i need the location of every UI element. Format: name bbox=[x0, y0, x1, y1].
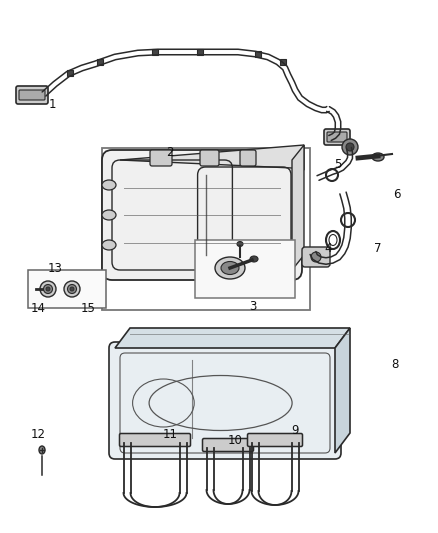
Text: 2: 2 bbox=[166, 147, 174, 159]
FancyBboxPatch shape bbox=[102, 150, 302, 280]
Polygon shape bbox=[120, 145, 304, 170]
Text: 8: 8 bbox=[391, 359, 399, 372]
Ellipse shape bbox=[64, 281, 80, 297]
Text: 7: 7 bbox=[374, 241, 382, 254]
Ellipse shape bbox=[70, 287, 74, 291]
Ellipse shape bbox=[43, 285, 53, 294]
Text: 3: 3 bbox=[249, 300, 257, 312]
Bar bbox=[102, 148, 310, 310]
Ellipse shape bbox=[102, 240, 116, 250]
Text: 11: 11 bbox=[162, 429, 177, 441]
Ellipse shape bbox=[102, 210, 116, 220]
FancyBboxPatch shape bbox=[240, 150, 256, 166]
Text: 10: 10 bbox=[228, 433, 243, 447]
FancyBboxPatch shape bbox=[120, 433, 191, 447]
FancyBboxPatch shape bbox=[327, 132, 347, 142]
Text: 5: 5 bbox=[334, 158, 342, 172]
Text: 4: 4 bbox=[324, 241, 332, 254]
Ellipse shape bbox=[46, 287, 50, 291]
FancyBboxPatch shape bbox=[19, 90, 45, 100]
FancyBboxPatch shape bbox=[16, 86, 48, 104]
FancyBboxPatch shape bbox=[324, 129, 350, 145]
FancyBboxPatch shape bbox=[302, 247, 330, 267]
Text: 15: 15 bbox=[81, 302, 95, 314]
Ellipse shape bbox=[232, 271, 244, 279]
FancyBboxPatch shape bbox=[150, 150, 172, 166]
Polygon shape bbox=[292, 145, 304, 270]
FancyBboxPatch shape bbox=[247, 433, 303, 447]
Ellipse shape bbox=[40, 281, 56, 297]
Text: 14: 14 bbox=[31, 302, 46, 314]
Bar bbox=[67, 70, 73, 76]
Bar bbox=[28, 270, 106, 308]
Circle shape bbox=[346, 143, 354, 151]
Bar bbox=[197, 49, 203, 55]
Ellipse shape bbox=[372, 153, 384, 161]
Ellipse shape bbox=[228, 269, 248, 281]
FancyBboxPatch shape bbox=[109, 342, 341, 459]
Ellipse shape bbox=[215, 257, 245, 279]
Text: 12: 12 bbox=[31, 429, 46, 441]
Bar bbox=[255, 51, 261, 57]
Bar bbox=[152, 49, 158, 55]
Ellipse shape bbox=[221, 262, 239, 274]
Polygon shape bbox=[115, 328, 350, 348]
Ellipse shape bbox=[102, 180, 116, 190]
Circle shape bbox=[342, 139, 358, 155]
Bar bbox=[195, 240, 295, 298]
Bar bbox=[280, 59, 286, 65]
FancyBboxPatch shape bbox=[202, 439, 254, 451]
FancyBboxPatch shape bbox=[200, 150, 219, 166]
Bar bbox=[97, 59, 103, 65]
Text: 9: 9 bbox=[291, 424, 299, 437]
Circle shape bbox=[311, 252, 321, 262]
Ellipse shape bbox=[250, 256, 258, 262]
Ellipse shape bbox=[67, 285, 77, 294]
Text: 13: 13 bbox=[48, 262, 63, 274]
Polygon shape bbox=[335, 328, 350, 453]
Text: 1: 1 bbox=[48, 99, 56, 111]
Text: 6: 6 bbox=[393, 189, 401, 201]
Ellipse shape bbox=[237, 241, 243, 246]
Ellipse shape bbox=[39, 446, 45, 454]
